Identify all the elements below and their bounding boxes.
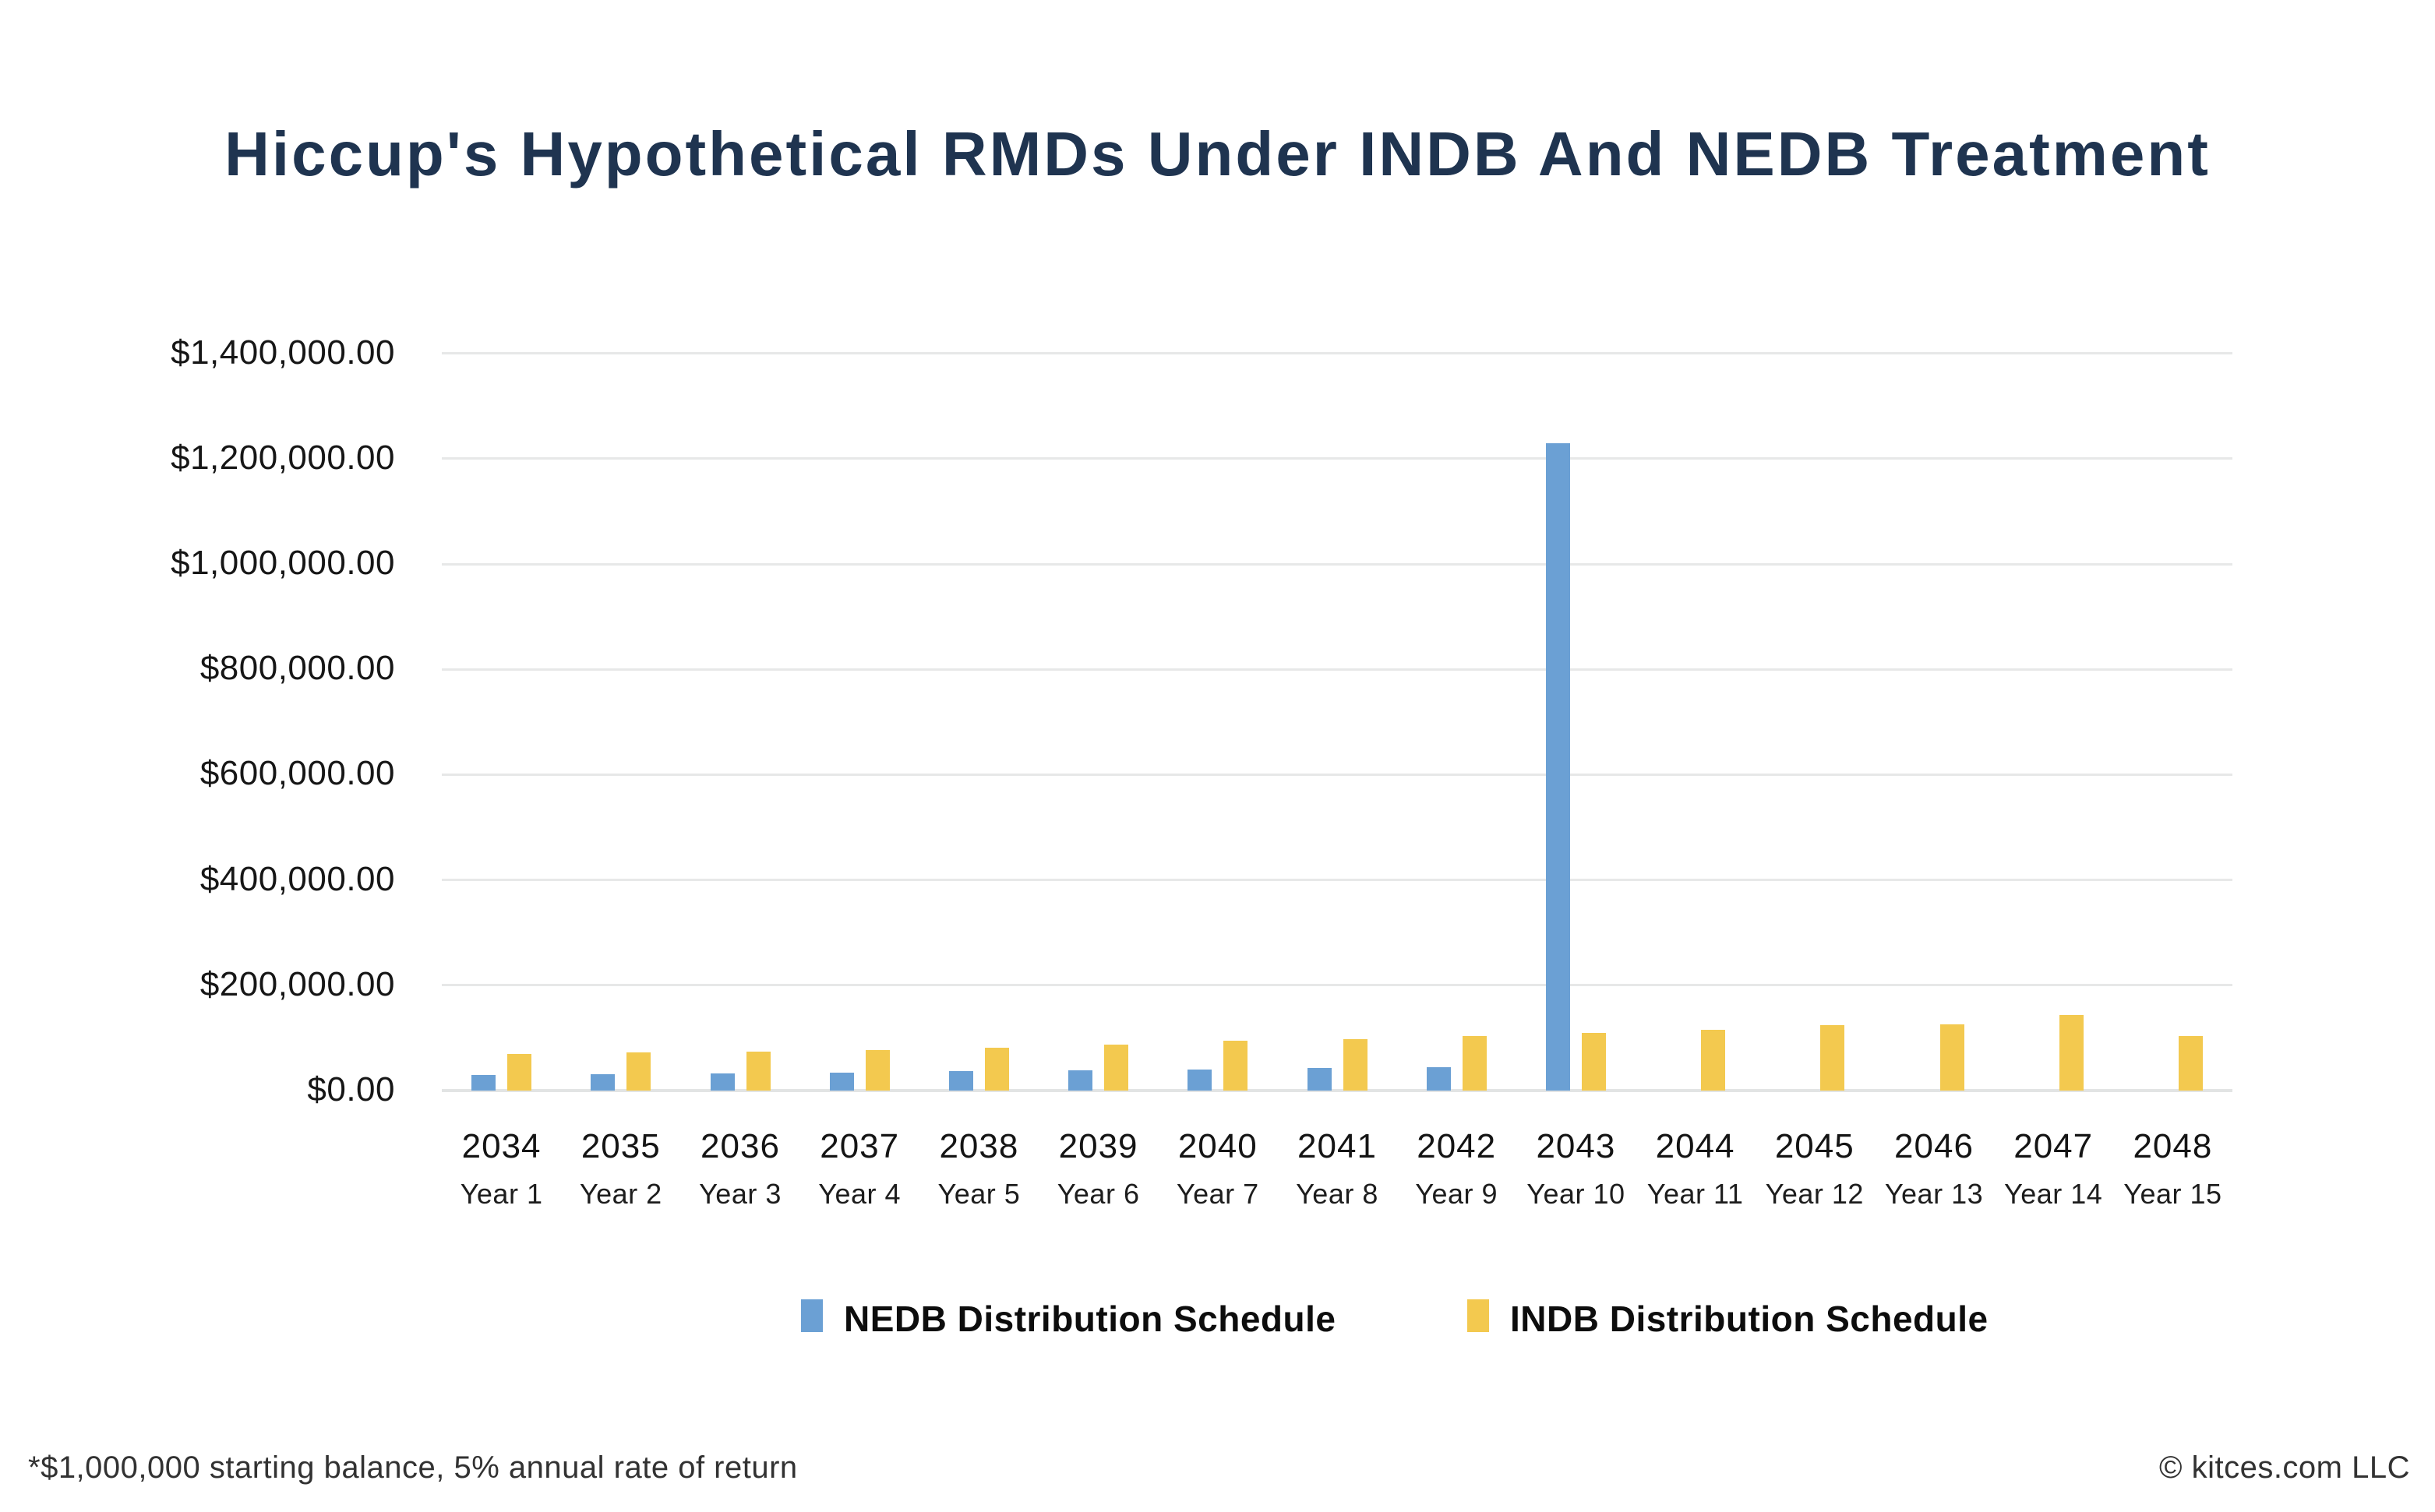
x-sublabel-2047: Year 14 — [2004, 1178, 2103, 1210]
x-sublabel-2043: Year 10 — [1526, 1178, 1625, 1210]
bar-indb-2038 — [984, 1048, 1009, 1091]
x-label-year-2047: 2047 — [2013, 1127, 2094, 1165]
y-tick-label: $1,400,000.00 — [171, 333, 395, 372]
x-label-year-2034: 2034 — [461, 1127, 542, 1165]
bar-indb-2036 — [746, 1051, 771, 1091]
x-sublabel-2041: Year 8 — [1296, 1178, 1378, 1210]
x-sublabel-2034: Year 1 — [460, 1178, 543, 1210]
y-tick-label: $400,000.00 — [199, 859, 395, 898]
gridline-0 — [442, 1089, 2232, 1092]
gridline-1000000 — [442, 562, 2232, 566]
bar-indb-2035 — [626, 1052, 651, 1091]
x-sublabel-2046: Year 13 — [1884, 1178, 1984, 1210]
bar-nedb-2040 — [1188, 1069, 1212, 1091]
y-tick-label: $0.00 — [307, 1070, 395, 1108]
x-label-year-2046: 2046 — [1894, 1127, 1974, 1165]
x-sublabel-2040: Year 7 — [1176, 1178, 1259, 1210]
gridline-400000 — [442, 879, 2232, 882]
bar-nedb-2034 — [471, 1074, 496, 1091]
y-tick-label: $1,200,000.00 — [171, 438, 395, 477]
bar-nedb-2037 — [829, 1072, 854, 1091]
y-tick-label: $200,000.00 — [199, 964, 395, 1003]
bar-indb-2048 — [2178, 1035, 2203, 1091]
bar-indb-2043 — [1581, 1033, 1606, 1091]
footnote: *$1,000,000 starting balance, 5% annual … — [28, 1450, 798, 1485]
bar-indb-2045 — [1820, 1024, 1845, 1091]
x-sublabel-2036: Year 3 — [699, 1178, 782, 1210]
bar-nedb-2041 — [1307, 1068, 1332, 1091]
x-label-year-2035: 2035 — [581, 1127, 661, 1165]
x-label-year-2039: 2039 — [1058, 1127, 1138, 1165]
y-tick-label: $600,000.00 — [199, 754, 395, 793]
bar-indb-2046 — [1939, 1024, 1964, 1091]
x-sublabel-2048: Year 15 — [2123, 1178, 2222, 1210]
bar-indb-2037 — [865, 1049, 890, 1091]
gridline-800000 — [442, 668, 2232, 671]
bar-nedb-2043 — [1545, 442, 1570, 1091]
bar-indb-2039 — [1104, 1044, 1129, 1091]
x-label-year-2038: 2038 — [939, 1127, 1019, 1165]
bar-nedb-2035 — [591, 1073, 616, 1091]
x-label-year-2044: 2044 — [1655, 1127, 1735, 1165]
gridline-200000 — [442, 984, 2232, 987]
bar-indb-2041 — [1343, 1038, 1367, 1091]
x-label-year-2041: 2041 — [1297, 1127, 1377, 1165]
y-tick-label: $800,000.00 — [199, 649, 395, 688]
bar-indb-2042 — [1462, 1036, 1487, 1091]
bar-nedb-2039 — [1068, 1070, 1093, 1091]
gridline-1200000 — [442, 457, 2232, 460]
bar-indb-2034 — [507, 1053, 532, 1091]
x-sublabel-2045: Year 12 — [1765, 1178, 1864, 1210]
x-sublabel-2035: Year 2 — [579, 1178, 662, 1210]
x-label-year-2048: 2048 — [2133, 1127, 2213, 1165]
x-sublabel-2039: Year 6 — [1057, 1178, 1140, 1210]
x-sublabel-2038: Year 5 — [937, 1178, 1021, 1210]
copyright: © kitces.com LLC — [2158, 1450, 2410, 1485]
x-label-year-2042: 2042 — [1417, 1127, 1497, 1165]
gridline-600000 — [442, 773, 2232, 776]
bar-indb-2040 — [1223, 1040, 1248, 1091]
x-sublabel-2042: Year 9 — [1415, 1178, 1498, 1210]
x-sublabel-2037: Year 4 — [818, 1178, 902, 1210]
x-label-year-2036: 2036 — [701, 1127, 780, 1165]
x-label-year-2040: 2040 — [1177, 1127, 1258, 1165]
legend-swatch-indb — [1467, 1299, 1489, 1332]
legend-label-nedb: NEDB Distribution Schedule — [844, 1299, 1336, 1339]
bar-indb-2044 — [1701, 1030, 1726, 1091]
x-label-year-2045: 2045 — [1774, 1127, 1854, 1165]
bar-indb-2047 — [2059, 1014, 2084, 1091]
y-tick-label: $1,000,000.00 — [171, 544, 395, 582]
bar-nedb-2038 — [948, 1071, 973, 1091]
bar-nedb-2042 — [1426, 1066, 1451, 1091]
x-label-year-2043: 2043 — [1536, 1127, 1616, 1165]
x-label-year-2037: 2037 — [820, 1127, 900, 1165]
legend-label-indb: INDB Distribution Schedule — [1510, 1299, 1989, 1339]
x-sublabel-2044: Year 11 — [1646, 1178, 1744, 1210]
gridline-1400000 — [442, 352, 2232, 355]
bar-nedb-2036 — [710, 1073, 735, 1091]
chart-title: Hiccup's Hypothetical RMDs Under INDB An… — [224, 119, 2211, 189]
legend-swatch-nedb — [801, 1299, 823, 1332]
